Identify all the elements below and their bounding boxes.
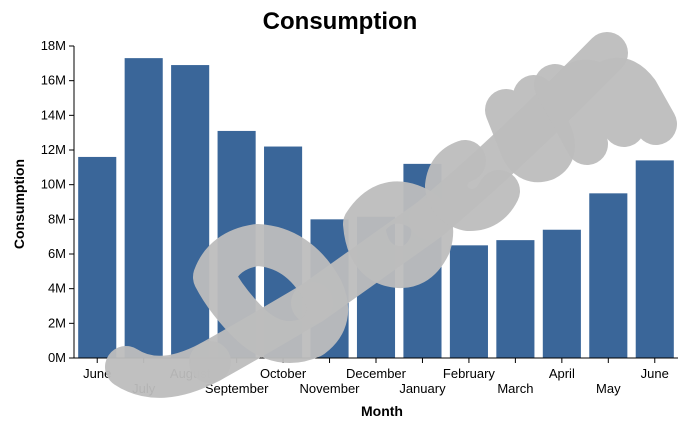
x-tick-label: February [443, 366, 496, 381]
x-tick-label: October [260, 366, 307, 381]
bar-2 [171, 65, 210, 359]
x-tick-label: May [596, 381, 621, 396]
y-tick-label: 14M [41, 107, 66, 122]
x-tick-label: June [641, 366, 669, 381]
x-tick-label: December [346, 366, 407, 381]
y-tick-label: 12M [41, 142, 66, 157]
bar-1 [124, 58, 163, 359]
bar-11 [589, 193, 628, 358]
bar-8 [449, 245, 488, 358]
y-tick-label: 10M [41, 177, 66, 192]
chart-title: Consumption [263, 8, 418, 35]
y-tick-label: 6M [48, 246, 66, 261]
y-tick-label: 8M [48, 211, 66, 226]
bar-10 [542, 229, 581, 358]
watermark-stroke-6 [343, 181, 454, 288]
y-tick-label: 16M [41, 73, 66, 88]
y-tick-label: 18M [41, 38, 66, 53]
bar-0 [78, 156, 117, 358]
y-axis-label: Consumption [11, 159, 27, 249]
y-tick-label: 0M [48, 350, 66, 365]
watermark-stroke-7 [425, 140, 520, 231]
x-tick-label: June [83, 366, 111, 381]
x-tick-label: April [549, 366, 575, 381]
x-tick-label: January [399, 381, 446, 396]
watermark-stroke-8 [485, 75, 575, 183]
bar-9 [496, 240, 535, 358]
watermark-stroke-5 [193, 224, 349, 363]
y-axis-ticks: 0M 2M 4M 6M 8M 10M 12M 14M 16M 18M [41, 38, 74, 365]
watermark-stroke-9 [534, 57, 677, 165]
y-tick-label: 2M [48, 315, 66, 330]
x-tick-label: September [205, 381, 269, 396]
x-axis-label: Month [361, 403, 403, 419]
y-tick-label: 4M [48, 281, 66, 296]
x-tick-label: March [497, 381, 533, 396]
bar-12 [635, 160, 674, 358]
x-tick-label: November [300, 381, 361, 396]
